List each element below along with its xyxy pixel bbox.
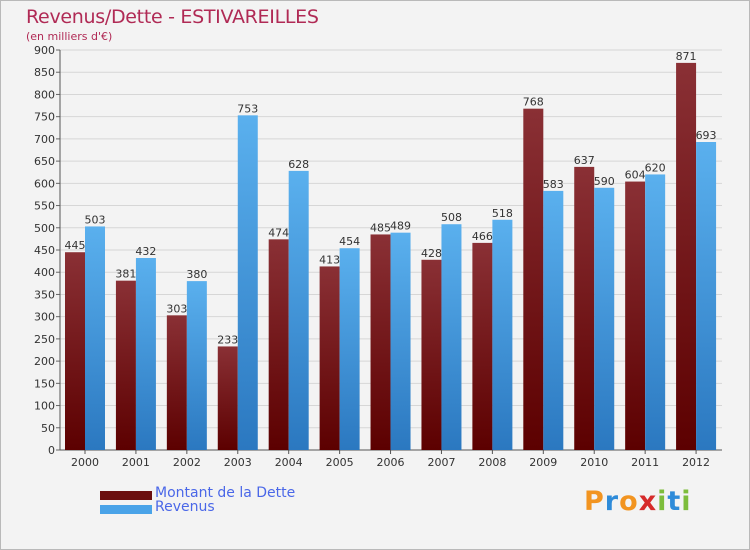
bar-dette	[625, 181, 646, 451]
legend-label-dette: Montant de la Dette	[155, 485, 296, 501]
data-label: 637	[574, 154, 595, 167]
x-tick-label: 2005	[326, 456, 354, 469]
data-label: 485	[370, 221, 391, 234]
y-tick-labels: 0 50 100 150 200 250 300 350 400 450 500 550 600 650 7…	[34, 44, 55, 457]
y-tick-label: 250	[34, 333, 55, 346]
bar-revenus	[492, 219, 513, 450]
x-tick-label: 2007	[427, 456, 455, 469]
bar-dette	[676, 62, 697, 451]
y-tick-label: 800	[34, 88, 55, 101]
data-label: 466	[472, 230, 493, 243]
bar-dette	[319, 266, 340, 450]
bar-dette	[166, 315, 187, 450]
y-tick-label: 0	[48, 444, 55, 457]
bar-dette	[472, 242, 493, 450]
x-tick-labels: 2000 2001 2002 2003 2004 2005 2006 2007 2008 2009…	[71, 456, 710, 469]
data-label: 768	[523, 96, 544, 109]
y-tick-label: 100	[34, 400, 55, 413]
bar-dette	[421, 259, 442, 450]
data-label: 503	[85, 213, 106, 226]
data-label: 583	[543, 178, 564, 191]
bar-revenus	[288, 170, 309, 450]
bar-revenus	[135, 258, 156, 450]
proxiti-logo: Proxiti	[584, 486, 692, 517]
bar-revenus	[85, 226, 105, 450]
x-tick-label: 2004	[275, 456, 303, 469]
data-label: 620	[645, 161, 666, 174]
data-label: 454	[339, 235, 360, 248]
x-tick-label: 2001	[122, 456, 150, 469]
data-label: 489	[390, 220, 411, 233]
x-tick-label: 2009	[529, 456, 557, 469]
data-label: 428	[421, 247, 442, 260]
y-tick-label: 150	[34, 377, 55, 390]
bars	[65, 62, 717, 451]
bar-revenus	[339, 248, 360, 450]
y-tick-label: 400	[34, 266, 55, 279]
data-label: 474	[268, 226, 289, 239]
y-tick-label: 450	[34, 244, 55, 257]
y-tick-label: 50	[41, 422, 55, 435]
bar-revenus	[594, 187, 615, 450]
data-label: 518	[492, 207, 513, 220]
y-tick-label: 750	[34, 111, 55, 124]
bar-revenus	[390, 232, 411, 450]
bar-dette	[523, 108, 544, 451]
x-tick-label: 2008	[478, 456, 506, 469]
x-tick-label: 2006	[377, 456, 405, 469]
bar-revenus	[441, 224, 462, 450]
bar-dette	[217, 346, 238, 450]
x-tick-label: 2000	[71, 456, 99, 469]
bar-revenus	[645, 174, 666, 450]
x-tick-label: 2010	[580, 456, 608, 469]
chart-title: Revenus/Dette - ESTIVAREILLES	[26, 6, 319, 28]
legend-swatch-revenus	[100, 505, 152, 514]
y-tick-label: 850	[34, 66, 55, 79]
y-tick-label: 600	[34, 177, 55, 190]
y-tick-label: 700	[34, 133, 55, 146]
data-label: 432	[135, 245, 156, 258]
y-tick-label: 500	[34, 222, 55, 235]
y-tick-label: 200	[34, 355, 55, 368]
data-label: 303	[166, 302, 187, 315]
y-tick-label: 650	[34, 155, 55, 168]
bar-dette	[65, 252, 85, 450]
data-label: 380	[186, 268, 207, 281]
y-tick-label: 550	[34, 200, 55, 213]
x-tick-label: 2002	[173, 456, 201, 469]
bar-revenus	[696, 142, 717, 450]
data-label: 445	[65, 239, 86, 252]
data-label: 871	[676, 50, 697, 63]
x-tick-label: 2011	[631, 456, 659, 469]
data-label: 508	[441, 211, 462, 224]
y-tick-label: 300	[34, 311, 55, 324]
legend-swatch-dette	[100, 491, 152, 500]
bar-dette	[268, 239, 289, 450]
bar-revenus	[237, 115, 258, 450]
data-label: 590	[594, 175, 615, 188]
data-label: 753	[237, 102, 258, 115]
x-tick-label: 2003	[224, 456, 252, 469]
x-tick-label: 2012	[682, 456, 710, 469]
unit-label: (en milliers d'€)	[26, 30, 113, 43]
data-label: 693	[696, 129, 717, 142]
bar-dette	[574, 166, 595, 450]
bar-dette	[370, 234, 391, 450]
y-tick-label: 900	[34, 44, 55, 57]
y-tick-label: 350	[34, 288, 55, 301]
data-label: 233	[217, 333, 238, 346]
data-label: 628	[288, 158, 309, 171]
data-label: 413	[319, 253, 340, 266]
data-label: 381	[115, 268, 136, 281]
bar-dette	[115, 280, 136, 450]
legend-label-revenus: Revenus	[155, 499, 215, 515]
bar-revenus	[186, 281, 207, 450]
bar-revenus	[543, 190, 564, 450]
data-label: 604	[625, 169, 646, 182]
